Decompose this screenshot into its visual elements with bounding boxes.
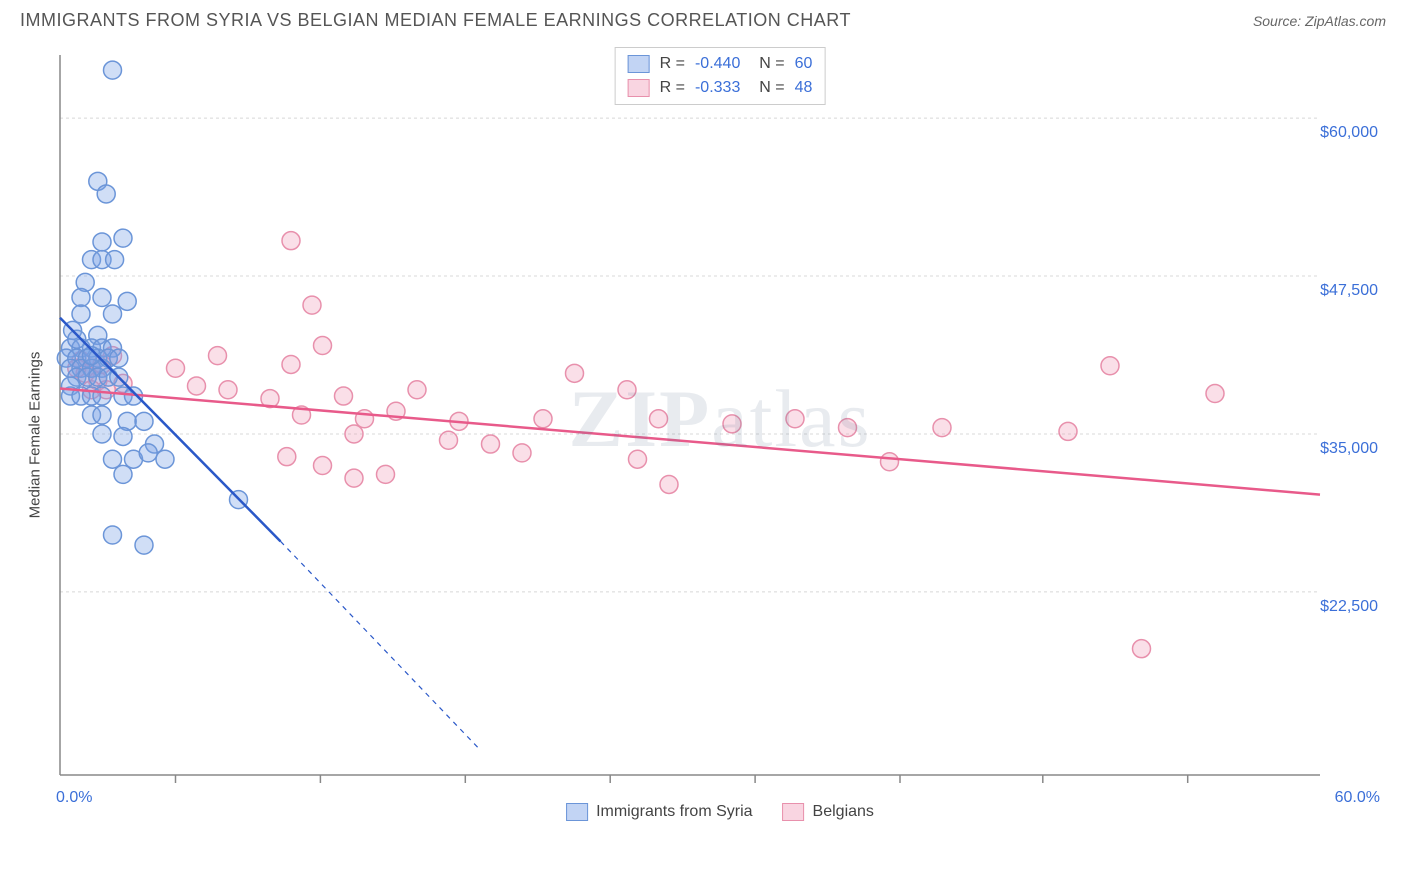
legend-series: Immigrants from Syria Belgians xyxy=(566,803,874,821)
legend-r-value: -0.440 xyxy=(695,52,740,76)
legend-series-label: Belgians xyxy=(813,803,874,821)
legend-swatch xyxy=(566,803,588,821)
legend-r-value: -0.333 xyxy=(695,76,740,100)
legend-correlation: R = -0.440 N = 60 R = -0.333 N = 48 xyxy=(615,47,826,105)
legend-n-value: 48 xyxy=(795,76,813,100)
chart-area: Median Female Earnings ZIPatlas R = -0.4… xyxy=(50,45,1390,825)
legend-swatch xyxy=(628,55,650,73)
legend-n-label: N = xyxy=(750,52,784,76)
source-attribution: Source: ZipAtlas.com xyxy=(1253,13,1386,29)
chart-title: IMMIGRANTS FROM SYRIA VS BELGIAN MEDIAN … xyxy=(20,10,851,31)
y-tick-label: $22,500 xyxy=(1320,598,1378,616)
legend-swatch xyxy=(783,803,805,821)
legend-r-label: R = xyxy=(660,76,685,100)
y-axis-label: Median Female Earnings xyxy=(27,352,44,519)
y-tick-label: $35,000 xyxy=(1320,440,1378,458)
legend-n-label: N = xyxy=(750,76,784,100)
y-tick-label: $47,500 xyxy=(1320,282,1378,300)
legend-series-label: Immigrants from Syria xyxy=(596,803,752,821)
scatter-plot xyxy=(50,45,1390,825)
legend-series-item: Belgians xyxy=(783,803,874,821)
legend-n-value: 60 xyxy=(795,52,813,76)
y-tick-label: $60,000 xyxy=(1320,124,1378,142)
x-axis-min-label: 0.0% xyxy=(56,789,92,807)
legend-swatch xyxy=(628,79,650,97)
legend-series-item: Immigrants from Syria xyxy=(566,803,752,821)
legend-r-label: R = xyxy=(660,52,685,76)
x-axis-max-label: 60.0% xyxy=(1335,789,1380,807)
